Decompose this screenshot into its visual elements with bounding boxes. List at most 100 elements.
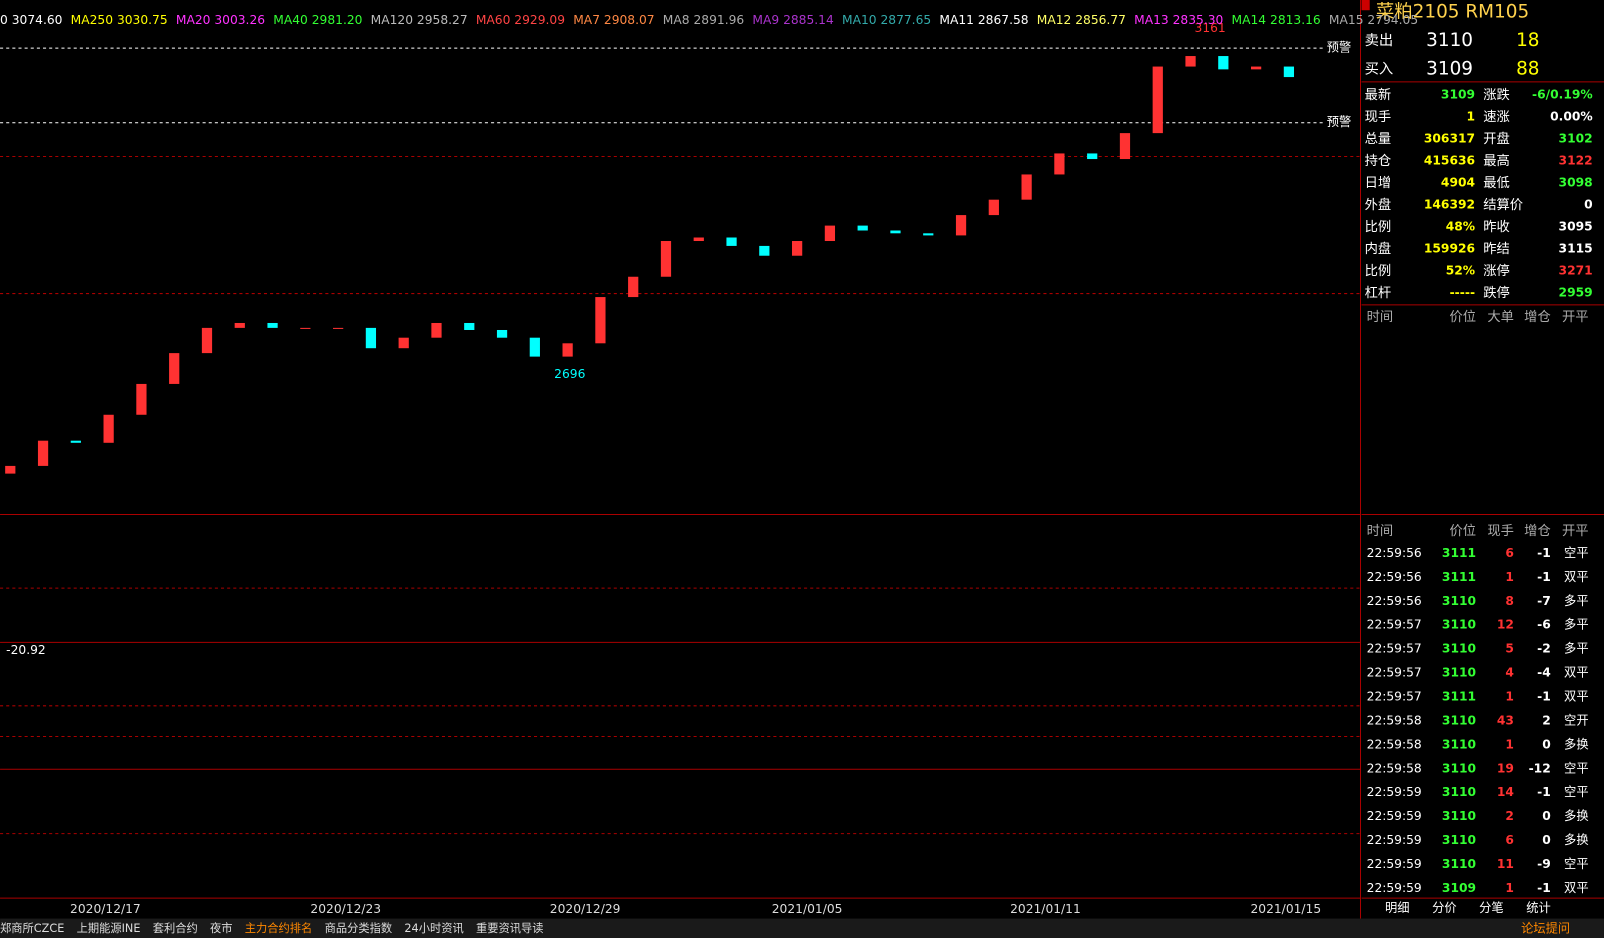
trade-cell: 3110 (1442, 594, 1476, 608)
trade-cell: 3110 (1442, 761, 1476, 775)
forum-link[interactable]: 论坛提问 (1521, 920, 1570, 935)
candle (857, 225, 868, 231)
status-item[interactable]: 重要资讯导读 (476, 921, 544, 935)
candle (824, 225, 836, 242)
column-header: 开平 (1562, 310, 1589, 325)
warn-label: 预警 (1327, 40, 1352, 55)
stat-value: 3271 (1559, 264, 1593, 278)
tab[interactable]: 明细 (1385, 901, 1410, 915)
candle (1119, 133, 1131, 160)
tab[interactable]: 统计 (1526, 901, 1551, 915)
trade-cell: 空平 (1564, 857, 1589, 871)
stat-label: 昨结 (1483, 241, 1510, 257)
ask-volume: 18 (1516, 30, 1539, 51)
stat-label: 结算价 (1483, 197, 1523, 213)
stat-label: 总量 (1365, 131, 1392, 147)
trade-cell: 3110 (1442, 785, 1476, 799)
ma-legend: MA7 2908.07 (573, 13, 654, 27)
date-label: 2020/12/29 (550, 902, 621, 916)
trade-cell: 空平 (1564, 761, 1589, 775)
trade-cell: 4 (1505, 666, 1514, 680)
column-header: 时间 (1367, 309, 1394, 325)
trade-cell: 2 (1542, 713, 1551, 727)
trade-cell: 多换 (1564, 833, 1589, 847)
candle (267, 322, 278, 328)
macd-value: -20.92 (6, 643, 46, 657)
trade-cell: 0 (1542, 833, 1551, 847)
candle (1054, 153, 1065, 175)
stat-label: 最高 (1483, 152, 1510, 169)
stat-label: 日增 (1365, 175, 1392, 191)
candle (1152, 66, 1163, 134)
status-item[interactable]: 24小时资讯 (404, 922, 463, 935)
candle (1185, 56, 1196, 67)
trade-cell: 1 (1505, 570, 1514, 584)
candle (300, 327, 311, 329)
candle (562, 343, 573, 357)
ma-legend: MA250 3030.75 (71, 13, 168, 27)
candle (1218, 56, 1229, 70)
trade-cell: 22:59:56 (1367, 546, 1422, 560)
trade-cell: 双平 (1564, 690, 1589, 704)
candle (333, 327, 344, 329)
column-header: 开平 (1562, 524, 1589, 539)
candle (1087, 153, 1098, 160)
stat-value: 4904 (1441, 176, 1475, 190)
stat-label: 最低 (1483, 175, 1510, 191)
trade-cell: 3109 (1442, 881, 1476, 895)
trade-cell: 3111 (1442, 570, 1476, 584)
stat-label: 最新 (1365, 87, 1392, 103)
tab[interactable]: 分价 (1432, 901, 1457, 915)
tab[interactable]: 分笔 (1479, 900, 1504, 915)
stat-value: 3115 (1559, 242, 1593, 256)
trade-cell: 22:59:57 (1367, 642, 1422, 656)
stat-label: 现手 (1365, 109, 1392, 125)
trade-cell: 2 (1505, 809, 1514, 823)
ma-legend: MA120 2958.27 (371, 13, 468, 27)
trade-cell: 双平 (1564, 666, 1589, 680)
bid-price: 3109 (1426, 59, 1473, 80)
trade-cell: 1 (1505, 690, 1514, 704)
stat-label: 昨收 (1483, 219, 1510, 235)
trade-cell: 多换 (1564, 737, 1589, 751)
trade-cell: 22:59:57 (1367, 618, 1422, 632)
ma-legend: MA9 2885.14 (752, 13, 834, 27)
ma-legend: MA14 2813.16 (1232, 13, 1321, 27)
stat-value: ----- (1450, 286, 1475, 300)
candle (923, 233, 934, 236)
stat-value: 52% (1446, 264, 1475, 278)
status-item[interactable]: 上期能源INE (77, 921, 141, 935)
ma-legend: MA20 3003.26 (176, 13, 265, 27)
stat-label: 涨停 (1483, 262, 1510, 279)
trade-cell: 22:59:56 (1367, 594, 1422, 608)
candle (70, 440, 81, 443)
trade-cell: 22:59:59 (1367, 833, 1422, 847)
stat-label: 涨跌 (1483, 87, 1510, 103)
trade-cell: -1 (1537, 570, 1551, 584)
candle (890, 230, 901, 234)
stat-label: 杠杆 (1365, 285, 1392, 301)
trade-cell: 多平 (1564, 594, 1589, 608)
stat-label: 外盘 (1365, 196, 1392, 213)
stat-value: 415636 (1424, 154, 1475, 168)
ma-legend: MA10 2877.65 (842, 13, 931, 27)
trade-cell: 22:59:58 (1367, 737, 1422, 751)
status-item[interactable]: 夜市 (210, 921, 233, 935)
stat-value: 146392 (1424, 198, 1475, 212)
trade-cell: 22:59:59 (1367, 809, 1422, 823)
status-item[interactable]: 商品分类指数 (325, 921, 393, 935)
trade-cell: 22:59:56 (1367, 570, 1422, 584)
stat-label: 开盘 (1483, 130, 1510, 147)
status-item[interactable]: 主力合约排名 (245, 921, 313, 935)
stat-value: 48% (1446, 220, 1475, 234)
status-item[interactable]: 郑商所CZCE (0, 921, 64, 935)
status-item[interactable]: 套利合约 (153, 921, 198, 935)
candle (5, 465, 16, 474)
trade-cell: 8 (1505, 594, 1514, 608)
stat-label: 内盘 (1365, 240, 1392, 257)
candle (1021, 174, 1032, 200)
trade-cell: 3111 (1442, 690, 1476, 704)
trade-cell: 双平 (1564, 881, 1589, 895)
trade-cell: 3110 (1442, 857, 1476, 871)
trade-cell: 11 (1497, 857, 1514, 871)
